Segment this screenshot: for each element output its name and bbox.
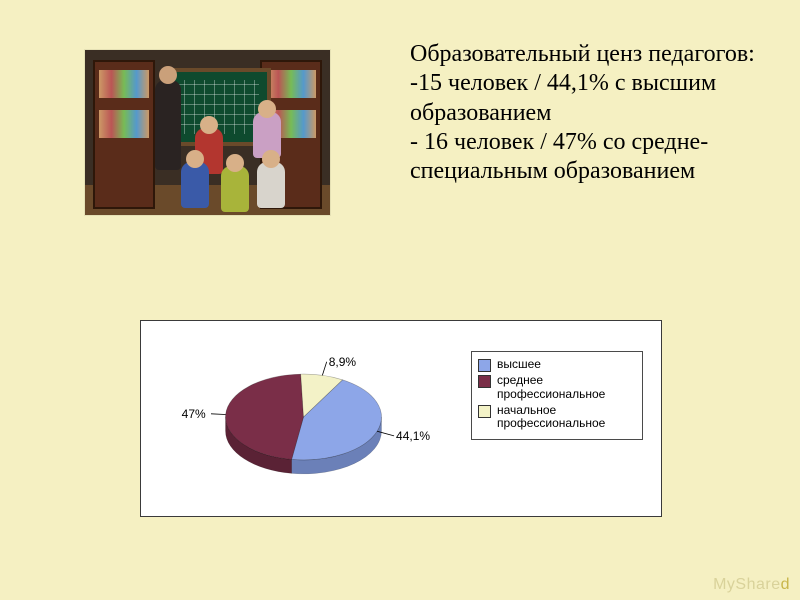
watermark-text: MyShare <box>713 576 781 593</box>
education-pie-chart: 44,1%47%8,9% высшеесреднее профессиональ… <box>140 320 662 517</box>
pie-label-initial: 8,9% <box>329 355 356 369</box>
legend-label: среднее профессиональное <box>497 374 636 402</box>
watermark: MyShared <box>713 576 790 594</box>
legend-label: начальное профессиональное <box>497 404 636 432</box>
legend-item-higher: высшее <box>478 358 636 372</box>
pie-label-higher: 44,1% <box>396 429 430 443</box>
legend-item-initial: начальное профессиональное <box>478 404 636 432</box>
legend-item-secondary: среднее профессиональное <box>478 374 636 402</box>
legend-swatch <box>478 359 491 372</box>
legend-swatch <box>478 405 491 418</box>
body-text: Образовательный ценз педагогов: -15 чело… <box>410 40 770 186</box>
text-title: Образовательный ценз педагогов: <box>410 40 770 69</box>
text-line-1: -15 человек / 44,1% с высшим образование… <box>410 69 770 128</box>
text-line-2: - 16 человек / 47% со средне-специальным… <box>410 128 770 187</box>
chart-legend: высшее среднее профессиональноеначальное … <box>471 351 643 440</box>
pie-wrap: 44,1%47%8,9% <box>211 349 396 499</box>
pie-label-secondary: 47% <box>182 407 206 421</box>
legend-swatch <box>478 375 491 388</box>
watermark-accent: d <box>781 576 790 593</box>
pie-svg <box>211 349 396 499</box>
legend-label: высшее <box>497 358 636 372</box>
classroom-photo <box>85 50 330 215</box>
